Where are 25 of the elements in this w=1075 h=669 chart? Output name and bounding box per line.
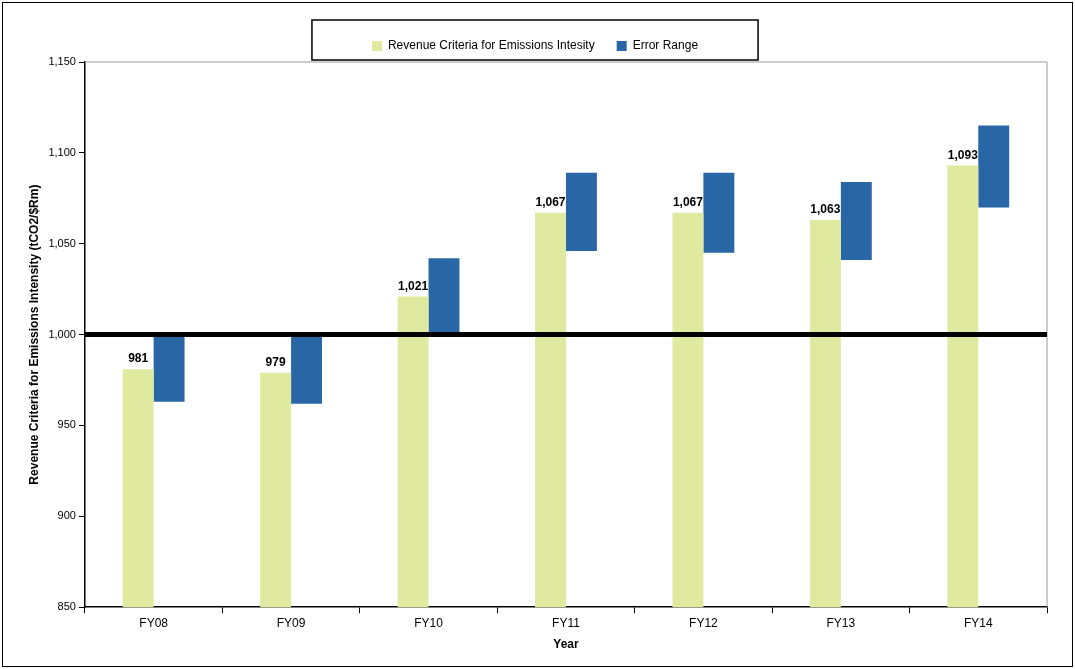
data-label: 1,093 bbox=[947, 147, 979, 162]
data-label: 1,067 bbox=[535, 195, 566, 210]
y-tick-label: 850 bbox=[57, 600, 76, 613]
legend-label: Error Range bbox=[632, 38, 699, 53]
y-tick-label: 1,000 bbox=[48, 327, 76, 340]
x-tick-label: FY14 bbox=[963, 615, 993, 630]
data-label: 1,063 bbox=[810, 202, 841, 217]
data-label: 979 bbox=[265, 355, 286, 370]
x-tick-label: FY10 bbox=[414, 615, 444, 630]
y-tick-label: 1,100 bbox=[48, 145, 76, 158]
x-tick-label: FY13 bbox=[826, 615, 856, 630]
x-tick-label: FY11 bbox=[552, 615, 581, 630]
x-tick-label: FY09 bbox=[276, 615, 306, 630]
y-axis-title: Revenue Criteria for Emissions Intensity (tCO2/$Rm) bbox=[26, 184, 41, 485]
y-tick-label: 950 bbox=[57, 418, 76, 431]
x-tick-label: FY12 bbox=[689, 615, 719, 630]
x-axis-title: Year bbox=[553, 637, 579, 652]
y-tick-label: 1,050 bbox=[48, 236, 76, 249]
data-label: 1,021 bbox=[398, 278, 429, 293]
x-tick-label: FY08 bbox=[139, 615, 169, 630]
data-label: 981 bbox=[128, 351, 149, 366]
legend-label: Revenue Criteria for Emissions Intesity bbox=[387, 38, 595, 53]
y-tick-label: 1,150 bbox=[48, 55, 76, 68]
y-tick-label: 900 bbox=[57, 509, 76, 522]
data-label: 1,067 bbox=[672, 195, 704, 210]
